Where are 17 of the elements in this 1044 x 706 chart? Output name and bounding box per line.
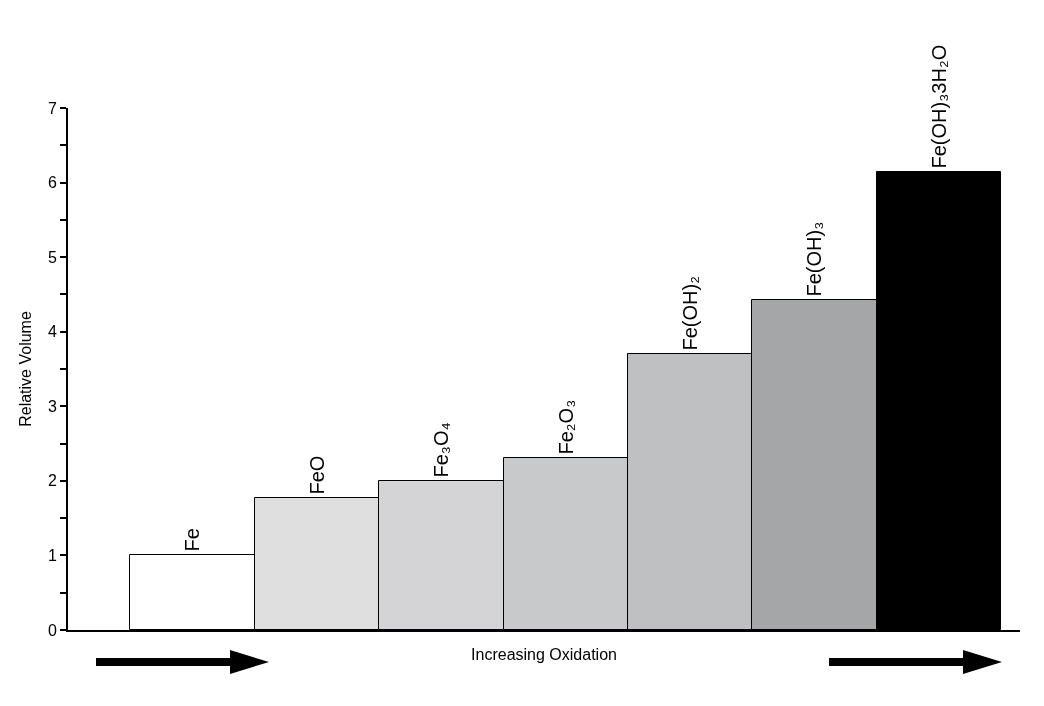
y-tick-label: 2 xyxy=(47,472,57,490)
x-tick-label: Fe(OH)₃ xyxy=(803,221,825,297)
x-tick-label: Fe₂O₃ xyxy=(554,399,577,455)
x-tick-label: FeO xyxy=(305,455,328,495)
y-tick-label: 7 xyxy=(47,99,57,117)
y-tick-label: 4 xyxy=(47,323,57,341)
x-axis-title: Increasing Oxidation xyxy=(471,646,617,664)
x-tick-label: Fe xyxy=(181,528,203,552)
y-tick-label: 3 xyxy=(47,397,57,415)
y-tick-label: 6 xyxy=(47,174,57,192)
x-tick-label: Fe(OH)₂ xyxy=(678,276,701,351)
y-axis-title: Relative Volume xyxy=(17,311,35,427)
y-tick-label: 1 xyxy=(47,547,57,565)
x-tick-label: Fe(OH)₃3H₂O xyxy=(927,44,950,169)
y-tick-label: 0 xyxy=(47,621,57,639)
y-tick-label: 5 xyxy=(47,248,57,266)
x-tick-label: Fe₃O₄ xyxy=(430,422,452,478)
